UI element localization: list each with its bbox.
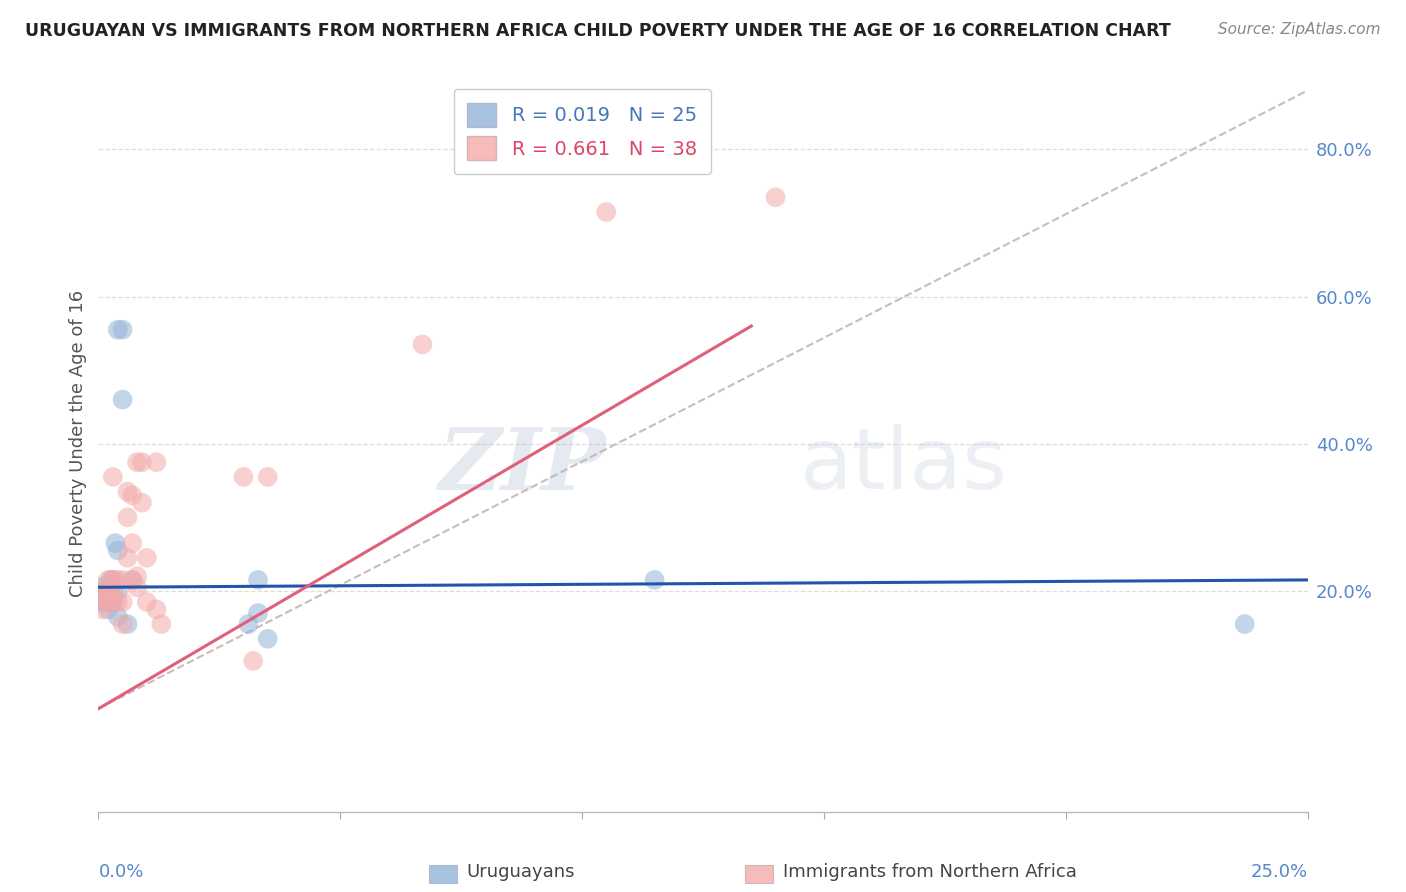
Text: Source: ZipAtlas.com: Source: ZipAtlas.com (1218, 22, 1381, 37)
Point (90, 580, 112, 594)
Point (256, 470, 278, 484)
Point (111, 323, 134, 337)
Point (131, 495, 153, 509)
Point (256, 632, 278, 646)
Text: ZIP: ZIP (439, 424, 606, 508)
Point (101, 595, 124, 609)
Point (100, 573, 122, 587)
Point (97, 602, 120, 616)
Point (104, 536, 127, 550)
Point (145, 602, 167, 616)
Y-axis label: Child Poverty Under the Age of 16: Child Poverty Under the Age of 16 (69, 290, 87, 598)
Point (135, 595, 157, 609)
Point (101, 470, 124, 484)
Text: atlas: atlas (800, 425, 1008, 508)
Point (117, 510, 139, 524)
Point (111, 573, 134, 587)
Legend: R = 0.019   N = 25, R = 0.661   N = 38: R = 0.019 N = 25, R = 0.661 N = 38 (454, 89, 710, 174)
Point (90, 595, 112, 609)
Text: Immigrants from Northern Africa: Immigrants from Northern Africa (783, 863, 1077, 881)
Point (111, 595, 134, 609)
Point (121, 488, 143, 502)
Point (411, 337, 433, 351)
Point (94, 583, 117, 598)
Point (127, 569, 149, 583)
Point (117, 617, 139, 632)
Point (121, 573, 143, 587)
Point (107, 323, 129, 337)
Point (644, 573, 666, 587)
Point (117, 550, 139, 565)
Point (238, 617, 260, 632)
Point (242, 654, 264, 668)
Point (107, 543, 129, 558)
Point (97, 583, 120, 598)
Point (121, 536, 143, 550)
Point (107, 595, 129, 609)
Point (111, 617, 134, 632)
Point (117, 484, 139, 499)
Text: URUGUAYAN VS IMMIGRANTS FROM NORTHERN AFRICA CHILD POVERTY UNDER THE AGE OF 16 C: URUGUAYAN VS IMMIGRANTS FROM NORTHERN AF… (25, 22, 1171, 40)
Point (107, 573, 129, 587)
Point (101, 595, 124, 609)
Point (121, 573, 143, 587)
Point (150, 617, 173, 632)
Point (101, 583, 124, 598)
Point (247, 573, 270, 587)
Point (94, 595, 117, 609)
Point (111, 392, 134, 407)
Point (107, 609, 129, 624)
Point (145, 455, 167, 469)
Point (135, 550, 157, 565)
Point (595, 205, 617, 219)
Point (127, 455, 149, 469)
Point (91, 583, 114, 598)
Point (91, 602, 114, 616)
Point (131, 455, 153, 469)
Text: 25.0%: 25.0% (1250, 863, 1308, 881)
Text: Uruguayans: Uruguayans (467, 863, 575, 881)
Point (101, 573, 124, 587)
Point (107, 583, 129, 598)
Point (127, 580, 149, 594)
Point (97, 595, 120, 609)
Point (101, 573, 124, 587)
Point (247, 606, 270, 620)
Text: 0.0%: 0.0% (98, 863, 143, 881)
Point (91, 595, 114, 609)
Point (97, 573, 120, 587)
Point (97, 583, 120, 598)
Point (765, 190, 787, 204)
Point (91, 583, 114, 598)
Point (1233, 617, 1256, 632)
Point (101, 591, 124, 606)
Point (232, 470, 254, 484)
